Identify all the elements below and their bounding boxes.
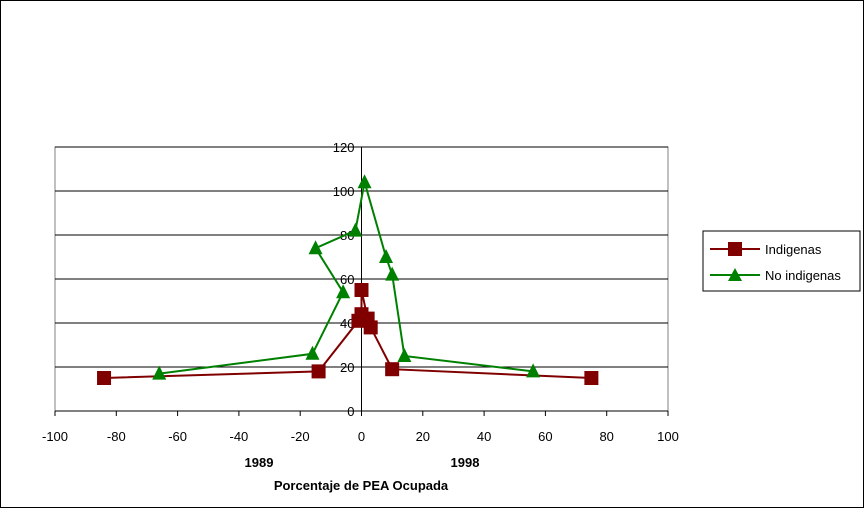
group-label-1998: 1998	[451, 455, 480, 470]
x-tick-label: 20	[416, 429, 430, 444]
x-axis-title: Porcentaje de PEA Ocupada	[274, 478, 449, 493]
point-no-indigenas	[308, 240, 323, 255]
point-no-indigenas	[526, 363, 541, 378]
point-no-indigenas	[357, 174, 372, 189]
legend-marker-indigenas	[728, 242, 742, 256]
x-tick-label: 60	[538, 429, 552, 444]
series-layer	[97, 174, 599, 385]
legend-label-no-indigenas: No indigenas	[765, 268, 841, 283]
point-indigenas	[584, 371, 599, 385]
point-indigenas	[97, 371, 112, 385]
series-line-no-indigenas	[159, 181, 534, 375]
y-tick-label: 120	[333, 140, 355, 155]
y-tick-label: 20	[340, 360, 354, 375]
point-no-indigenas	[379, 249, 394, 263]
x-tick-label: 100	[657, 429, 679, 444]
point-indigenas	[363, 320, 378, 335]
y-tick-label: 100	[333, 184, 355, 199]
point-no-indigenas	[397, 348, 412, 362]
point-no-indigenas	[305, 345, 320, 360]
x-tick-label: 80	[599, 429, 613, 444]
group-label-1989: 1989	[245, 455, 274, 470]
point-no-indigenas	[336, 284, 351, 299]
point-indigenas	[354, 283, 369, 297]
y-tick-label: 60	[340, 272, 354, 287]
point-no-indigenas	[152, 365, 167, 380]
point-no-indigenas	[385, 266, 400, 281]
y-tick-label: 40	[340, 316, 354, 331]
x-tick-label: -100	[42, 429, 68, 444]
legend-label-indigenas: Indigenas	[765, 242, 822, 257]
point-indigenas	[311, 364, 326, 379]
point-no-indigenas	[348, 222, 363, 237]
x-tick-labels: -100 -80 -60 -40 -20 0 20 40 60 80 100	[42, 411, 679, 444]
legend: Indigenas No indigenas	[702, 230, 861, 292]
x-tick-label: 0	[358, 429, 365, 444]
x-tick-label: -80	[107, 429, 126, 444]
x-tick-label: 40	[477, 429, 491, 444]
x-tick-label: -20	[291, 429, 310, 444]
point-indigenas	[385, 362, 400, 377]
legend-marker-no-indigenas	[728, 268, 742, 281]
x-tick-label: -60	[168, 429, 187, 444]
y-tick-label: 0	[347, 404, 354, 419]
x-tick-label: -40	[230, 429, 249, 444]
